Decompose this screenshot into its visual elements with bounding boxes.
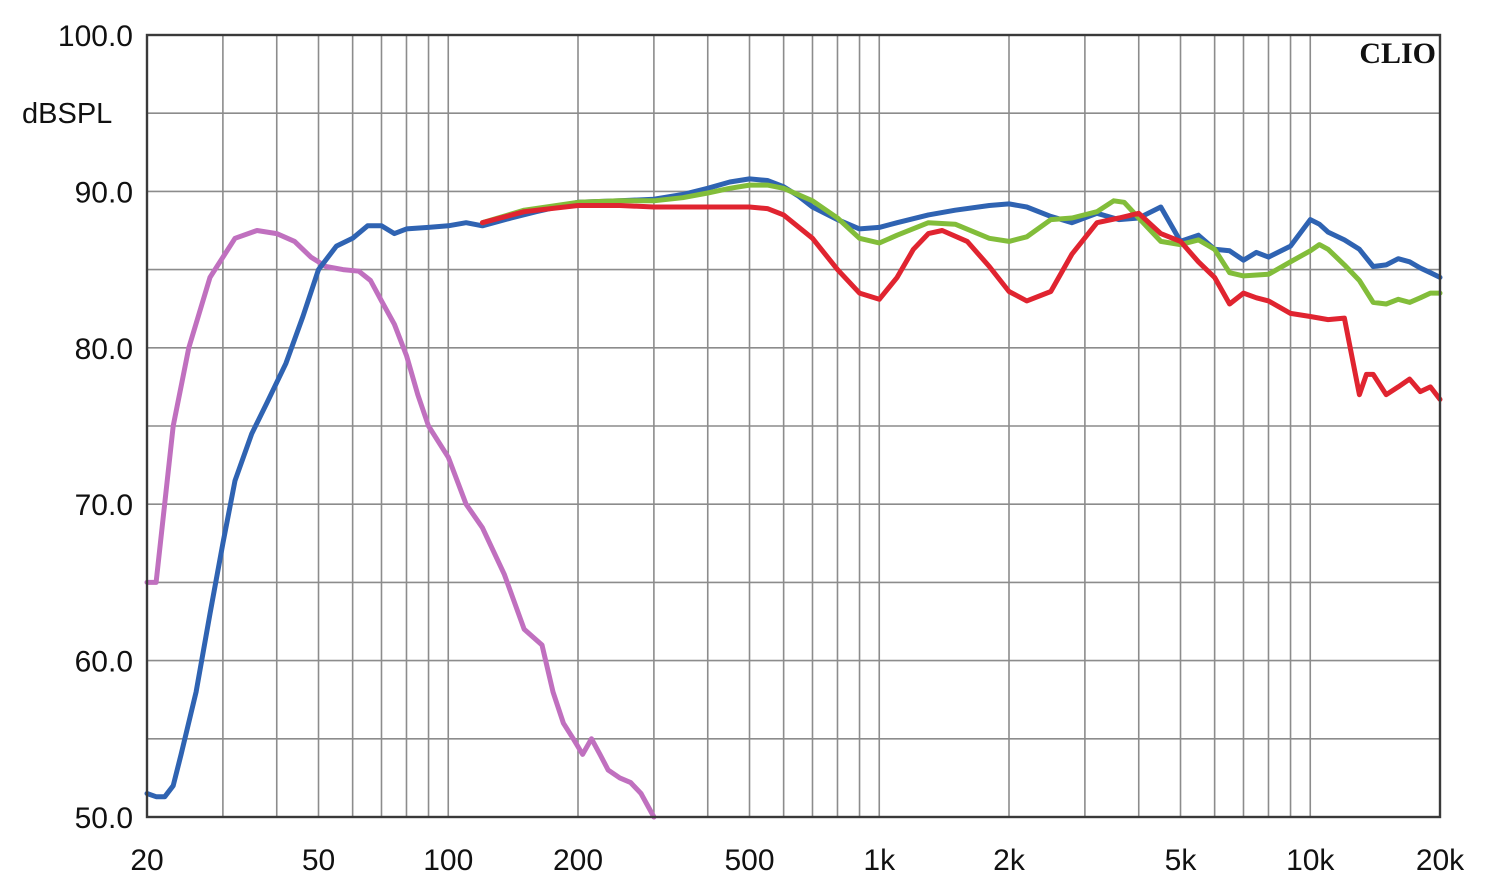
x-tick-label: 50 (302, 844, 335, 877)
y-tick-label: 100.0 (58, 20, 133, 53)
series-lines (144, 176, 1443, 820)
x-tick-label: 200 (553, 844, 603, 877)
series-line (479, 182, 1443, 307)
y-tick-label: 90.0 (75, 176, 133, 209)
x-tick-label: 10k (1286, 844, 1335, 877)
x-tick-label: 500 (724, 844, 774, 877)
x-axis-tick-labels: 20 50 100 200 500 1k 2k 5k 10k 20k (130, 844, 1465, 877)
brand-label: CLIO (1359, 37, 1436, 70)
x-tick-label: 20 (130, 844, 163, 877)
y-tick-label: 60.0 (75, 646, 133, 679)
plot-frame (145, 33, 1442, 819)
x-tick-label: 2k (993, 844, 1026, 877)
y-axis-tick-labels: 100.0 90.0 80.0 70.0 60.0 50.0 (58, 20, 133, 835)
x-tick-label: 100 (423, 844, 473, 877)
series-line (144, 176, 1443, 800)
x-tick-label: 1k (863, 844, 896, 877)
series-line (479, 203, 1443, 402)
grid (146, 34, 1441, 818)
x-tick-label: 20k (1416, 844, 1465, 877)
y-tick-label: 70.0 (75, 489, 133, 522)
y-tick-label: 50.0 (75, 802, 133, 835)
x-tick-label: 5k (1165, 844, 1198, 877)
y-axis-unit-label: dBSPL (22, 98, 112, 130)
series-line (144, 228, 657, 820)
y-tick-label: 80.0 (75, 333, 133, 366)
